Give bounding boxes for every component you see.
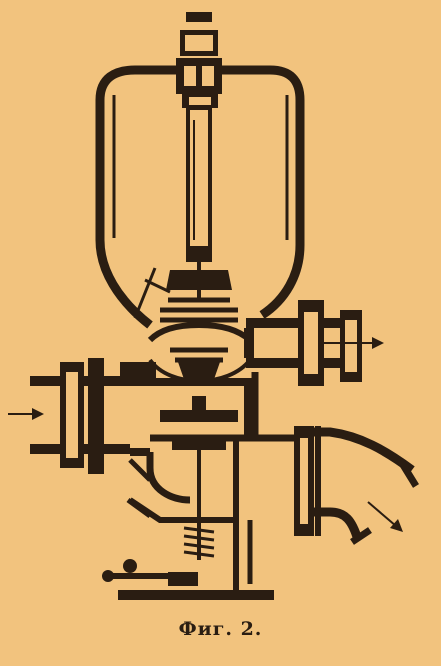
lower-valve bbox=[102, 440, 274, 600]
valve-body bbox=[130, 372, 300, 456]
valve-drawing bbox=[8, 12, 419, 600]
upper-outlet bbox=[244, 300, 362, 386]
left-inlet bbox=[30, 358, 156, 474]
upper-chamber bbox=[95, 65, 305, 329]
outlet-arrow-right bbox=[322, 337, 384, 349]
top-bolt bbox=[176, 12, 222, 108]
lower-outlet bbox=[294, 426, 419, 545]
figure-caption: Фиг. 2. bbox=[178, 618, 263, 640]
inlet-arrow-left bbox=[8, 408, 44, 420]
outlet-arrow-lower bbox=[367, 501, 403, 532]
